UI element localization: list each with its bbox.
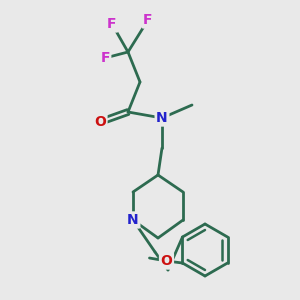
Text: N: N	[156, 111, 168, 125]
Text: F: F	[143, 13, 153, 27]
Text: O: O	[94, 115, 106, 129]
Text: F: F	[100, 51, 110, 65]
Text: N: N	[127, 213, 139, 227]
Text: O: O	[160, 254, 172, 268]
Text: F: F	[107, 17, 117, 31]
